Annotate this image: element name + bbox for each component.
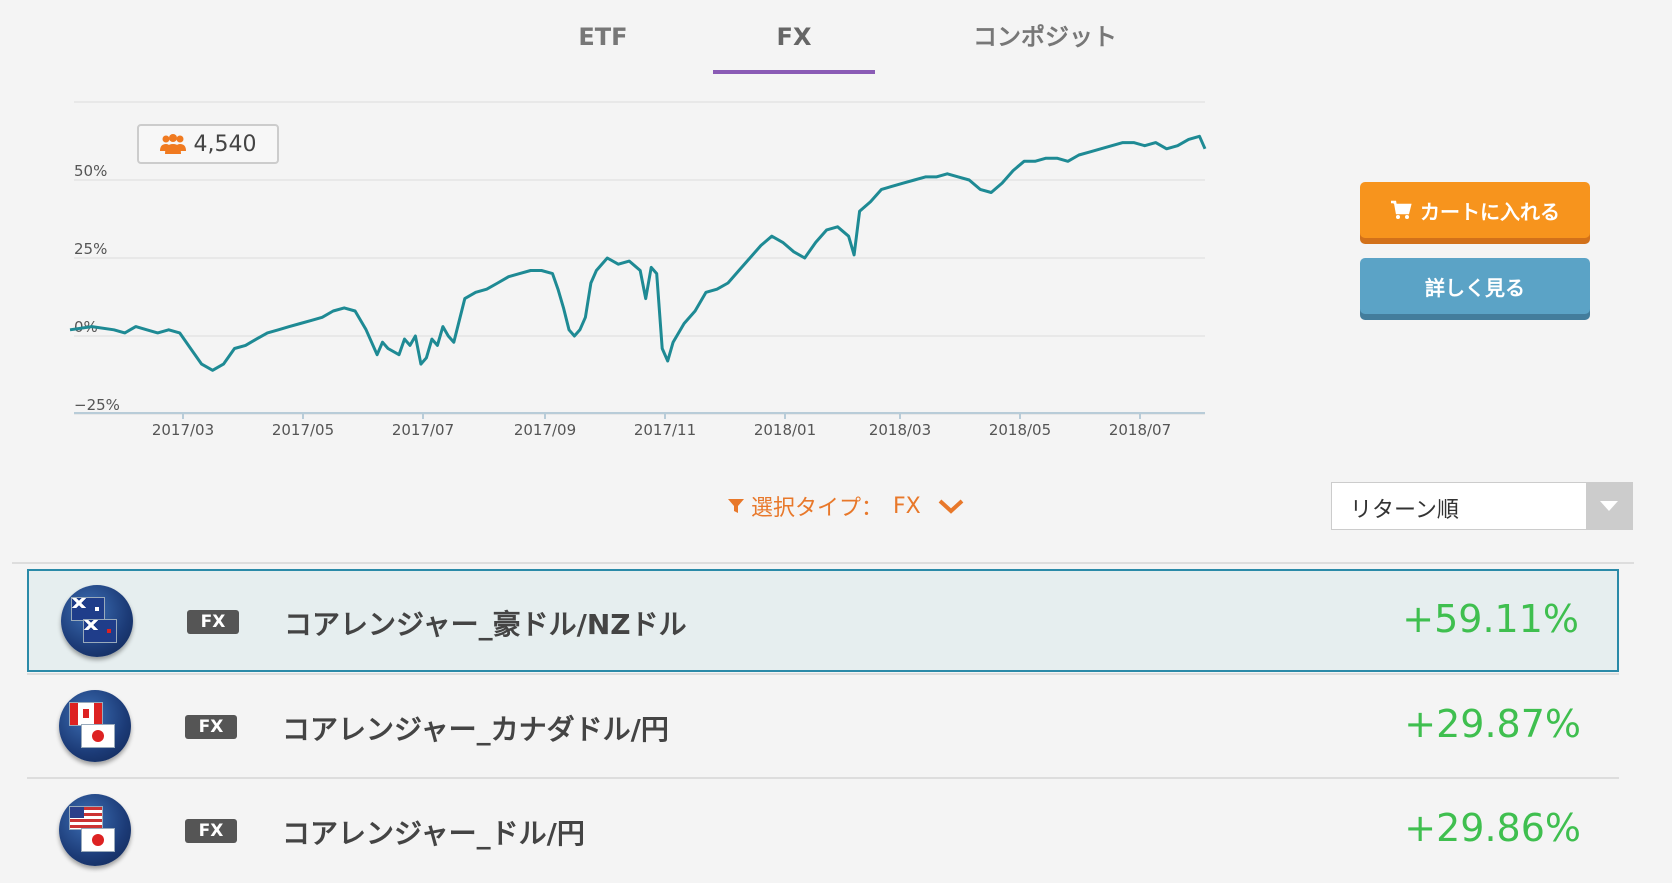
view-details-label: 詳しく見る bbox=[1425, 275, 1525, 300]
currency-pair-avatar bbox=[59, 794, 131, 866]
tab-composite[interactable]: コンポジット bbox=[935, 18, 1155, 74]
australia-flag-icon bbox=[71, 597, 105, 621]
add-to-cart-button[interactable]: カートに入れる bbox=[1360, 182, 1590, 238]
x-tick-label: 2018/07 bbox=[1109, 421, 1171, 439]
strategy-name: コアレンジャー_ドル/円 bbox=[282, 817, 585, 850]
view-details-button[interactable]: 詳しく見る bbox=[1360, 258, 1590, 314]
type-badge: FX bbox=[185, 715, 237, 739]
strategy-row[interactable]: FX コアレンジャー_豪ドル/NZドル +59.11% bbox=[27, 569, 1619, 672]
chevron-down-icon bbox=[938, 499, 964, 514]
users-count-badge: 4,540 bbox=[137, 124, 279, 164]
tab-etf-label: ETF bbox=[578, 23, 628, 51]
currency-pair-avatar bbox=[59, 690, 131, 762]
x-tick-label: 2017/09 bbox=[514, 421, 576, 439]
return-chart: 50%25%0%−25% 2017/03 2017/05 2017/07 2017/0… bbox=[69, 101, 1207, 439]
series-line bbox=[69, 134, 1207, 372]
users-icon bbox=[159, 134, 186, 154]
tab-composite-label: コンポジット bbox=[973, 23, 1117, 51]
sort-select[interactable]: リターン順 bbox=[1331, 482, 1633, 530]
japan-flag-icon bbox=[81, 724, 115, 748]
strategy-return: +29.87% bbox=[1404, 702, 1581, 746]
strategy-name: コアレンジャー_カナダドル/円 bbox=[282, 713, 669, 746]
caret-down-icon bbox=[1600, 501, 1618, 511]
users-count: 4,540 bbox=[193, 131, 257, 157]
y-tick-label: 50% bbox=[74, 162, 107, 180]
japan-flag-icon bbox=[81, 828, 115, 852]
x-tick-label: 2017/11 bbox=[634, 421, 696, 439]
x-tick-label: 2017/05 bbox=[272, 421, 334, 439]
list-divider bbox=[12, 562, 1634, 564]
x-tick-label: 2018/03 bbox=[869, 421, 931, 439]
usa-flag-icon bbox=[69, 806, 103, 830]
strategy-return: +59.11% bbox=[1402, 597, 1579, 641]
strategy-name: コアレンジャー_豪ドル/NZドル bbox=[284, 608, 687, 641]
currency-pair-avatar bbox=[61, 585, 133, 657]
x-tick-label: 2018/05 bbox=[989, 421, 1051, 439]
add-to-cart-label: カートに入れる bbox=[1420, 199, 1560, 224]
type-badge: FX bbox=[187, 610, 239, 634]
sort-dropdown-toggle[interactable] bbox=[1586, 483, 1632, 529]
tab-fx-label: FX bbox=[776, 23, 812, 51]
tab-etf[interactable]: ETF bbox=[548, 18, 658, 74]
type-filter-label: 選択タイプ： bbox=[751, 496, 884, 521]
y-tick-label: 25% bbox=[74, 240, 107, 258]
new-zealand-flag-icon bbox=[83, 619, 117, 643]
filter-icon bbox=[728, 499, 744, 513]
type-filter[interactable]: 選択タイプ： FX bbox=[727, 490, 965, 522]
x-tick-label: 2017/07 bbox=[392, 421, 454, 439]
tab-bar: ETF FX コンポジット bbox=[0, 0, 1672, 80]
row-separator bbox=[27, 673, 1619, 675]
y-tick-label: −25% bbox=[74, 396, 120, 414]
strategy-row[interactable]: FX コアレンジャー_カナダドル/円 +29.87% bbox=[27, 676, 1619, 779]
tab-fx[interactable]: FX bbox=[713, 18, 875, 74]
x-tick-label: 2017/03 bbox=[152, 421, 214, 439]
tab-active-underline bbox=[713, 70, 875, 74]
x-tick-label: 2018/01 bbox=[754, 421, 816, 439]
type-badge: FX bbox=[185, 819, 237, 843]
sort-select-value: リターン順 bbox=[1350, 498, 1459, 523]
strategy-return: +29.86% bbox=[1404, 806, 1581, 850]
row-separator bbox=[27, 777, 1619, 779]
canada-flag-icon bbox=[69, 702, 103, 726]
cart-icon bbox=[1391, 200, 1412, 219]
strategy-row[interactable]: FX コアレンジャー_ドル/円 +29.86% bbox=[27, 780, 1619, 883]
type-filter-value: FX bbox=[893, 493, 921, 519]
